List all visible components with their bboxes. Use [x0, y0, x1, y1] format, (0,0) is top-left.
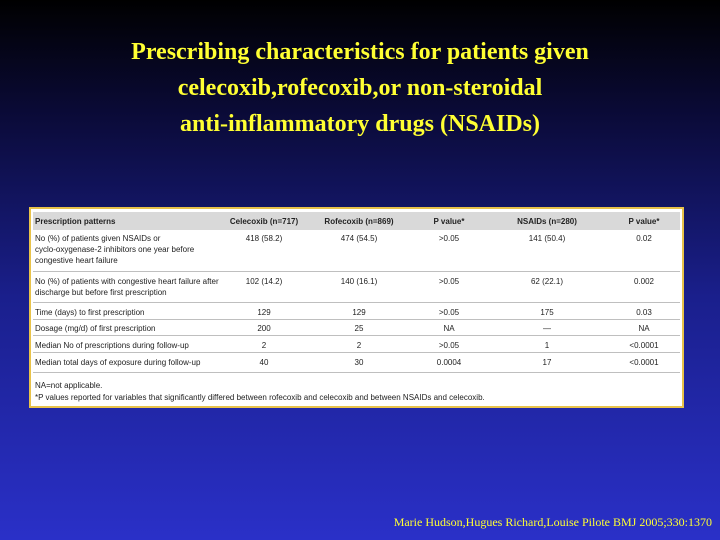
row-3-nsaids: 175	[540, 308, 554, 317]
row-1-p-value-2: 0.02	[636, 234, 652, 243]
row-6-celecoxib: 40	[259, 358, 269, 367]
row-6-rofecoxib: 30	[354, 358, 364, 367]
row-1-celecoxib: 418 (58.2)	[245, 234, 283, 243]
row-2-celecoxib: 102 (14.2)	[245, 277, 283, 286]
header-p-value-1: P value*	[433, 217, 465, 226]
row-3-p-value-2: 0.03	[636, 308, 652, 317]
row-1-p-value-1: >0.05	[438, 234, 460, 243]
row-5-nsaids: 1	[544, 341, 550, 350]
row-5-p-value-2: <0.0001	[629, 341, 659, 350]
row-divider	[33, 319, 680, 320]
row-2-nsaids: 62 (22.1)	[530, 277, 564, 286]
row-6-label: Median total days of exposure during fol…	[35, 358, 201, 367]
title-line-3: anti-inflammatory drugs (NSAIDs)	[180, 111, 540, 137]
title-line-2: celecoxib,rofecoxib,or non-steroidal	[177, 75, 543, 101]
row-2-rofecoxib: 140 (16.1)	[340, 277, 378, 286]
title-line-1: Prescribing characteristics for patients…	[131, 39, 589, 65]
row-4-nsaids: —	[543, 324, 551, 333]
row-3-rofecoxib: 129	[352, 308, 366, 317]
row-divider	[33, 352, 680, 353]
row-4-rofecoxib: 25	[354, 324, 364, 333]
row-4-celecoxib: 200	[257, 324, 271, 333]
row-3-p-value-1: >0.05	[438, 308, 460, 317]
row-divider	[33, 302, 680, 303]
slide-title: Prescribing characteristics for patients…	[0, 34, 720, 142]
row-5-celecoxib: 2	[261, 341, 267, 350]
header-prescription-patterns: Prescription patterns	[35, 217, 116, 226]
citation: Marie Hudson,Hugues Richard,Louise Pilot…	[393, 515, 712, 529]
table-footnotes: NA=not applicable. *P values reported fo…	[35, 380, 485, 404]
row-2-p-value-2: 0.002	[633, 277, 655, 286]
row-1-nsaids: 141 (50.4)	[528, 234, 566, 243]
row-divider	[33, 271, 680, 272]
row-3-label: Time (days) to first prescription	[35, 308, 145, 317]
row-4-p-value-2: NA	[638, 324, 650, 333]
row-1-rofecoxib: 474 (54.5)	[340, 234, 378, 243]
row-1-label-line-1: No (%) of patients given NSAIDs or	[35, 234, 161, 243]
row-1-label-line-2: cyclo-oxygenase-2 inhibitors one year be…	[35, 245, 195, 254]
row-5-label: Median No of prescriptions during follow…	[35, 341, 189, 350]
header-p-value-2: P value*	[628, 217, 660, 226]
table-bottom-rule	[33, 372, 680, 373]
row-2-label-line-1: No (%) of patients with congestive heart…	[35, 277, 219, 286]
row-5-p-value-1: >0.05	[438, 341, 460, 350]
row-3-celecoxib: 129	[257, 308, 271, 317]
row-4-label: Dosage (mg/d) of first prescription	[35, 324, 156, 333]
row-4-p-value-1: NA	[443, 324, 455, 333]
footnote-na: NA=not applicable.	[35, 381, 103, 390]
row-2-label-line-2: discharge but before first prescription	[35, 288, 167, 297]
row-5-rofecoxib: 2	[356, 341, 362, 350]
footnote-p-values: *P values reported for variables that si…	[35, 393, 485, 402]
data-table: Prescription patterns Celecoxib (n=717) …	[29, 207, 684, 408]
row-6-p-value-1: 0.0004	[436, 358, 462, 367]
row-6-nsaids: 17	[542, 358, 552, 367]
header-nsaids: NSAIDs (n=280)	[517, 217, 577, 226]
row-2-p-value-1: >0.05	[438, 277, 460, 286]
row-divider	[33, 335, 680, 336]
table-header-row	[33, 212, 680, 230]
row-6-p-value-2: <0.0001	[629, 358, 659, 367]
row-1-label-line-3: congestive heart failure	[35, 256, 118, 265]
header-celecoxib: Celecoxib (n=717)	[229, 217, 299, 226]
header-rofecoxib: Rofecoxib (n=869)	[324, 217, 394, 226]
